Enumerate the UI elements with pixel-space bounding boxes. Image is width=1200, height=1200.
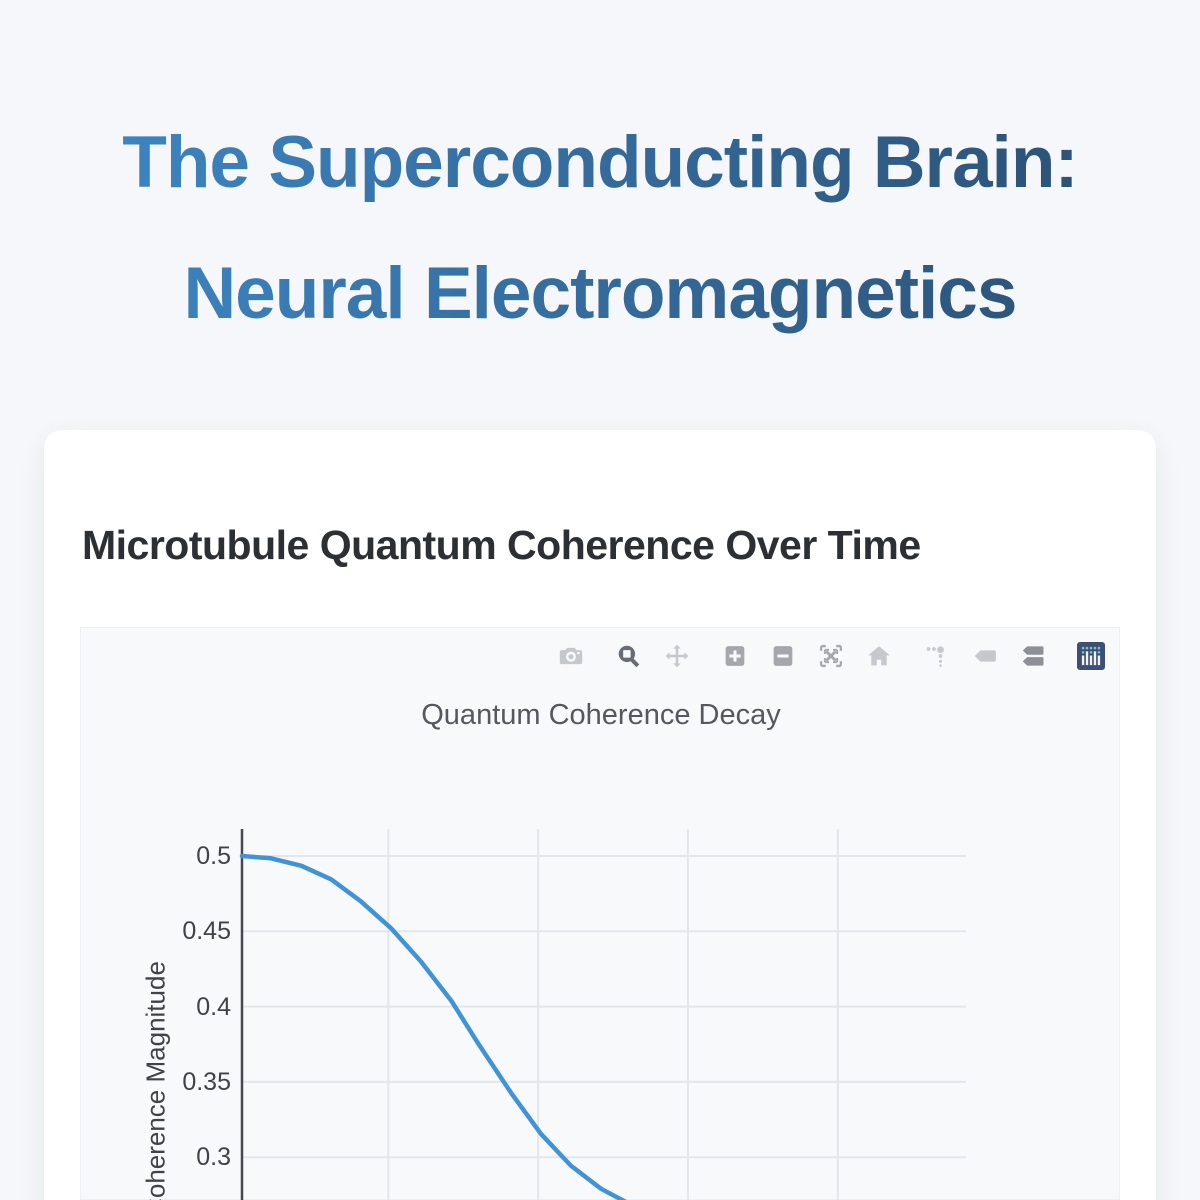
y-tick-label: 0.45 (182, 917, 231, 946)
plotly-modebar (557, 642, 1105, 670)
plot-area[interactable] (81, 628, 1121, 1200)
hover-closest-icon[interactable] (971, 642, 999, 670)
page-title-line2: Neural Electromagnetics (183, 253, 1017, 334)
page-title: The Superconducting Brain: Neural Electr… (0, 97, 1200, 359)
y-tick-label: 0.35 (182, 1067, 231, 1096)
zoom-in-icon[interactable] (721, 642, 749, 670)
spikelines-icon[interactable] (923, 642, 951, 670)
plotly-logo-icon[interactable] (1077, 642, 1105, 670)
page-title-line1: The Superconducting Brain: (122, 122, 1078, 203)
page-header: The Superconducting Brain: Neural Electr… (0, 97, 1200, 359)
chart-panel: Quantum Coherence Decay Coherence Magnit… (80, 627, 1120, 1200)
zoom-icon[interactable] (615, 642, 643, 670)
pan-icon[interactable] (663, 642, 691, 670)
zoom-out-icon[interactable] (769, 642, 797, 670)
coherence-line (239, 853, 627, 1200)
chart-title: Quantum Coherence Decay (421, 699, 781, 731)
autoscale-icon[interactable] (817, 642, 845, 670)
chart-card: Microtubule Quantum Coherence Over Time (44, 430, 1156, 1200)
hover-compare-icon[interactable] (1019, 642, 1047, 670)
camera-icon[interactable] (557, 642, 585, 670)
y-tick-label: 0.4 (196, 992, 231, 1021)
reset-home-icon[interactable] (865, 642, 893, 670)
card-heading: Microtubule Quantum Coherence Over Time (82, 522, 921, 568)
y-tick-label: 0.5 (196, 842, 231, 870)
y-tick-label: 0.3 (196, 1143, 231, 1172)
